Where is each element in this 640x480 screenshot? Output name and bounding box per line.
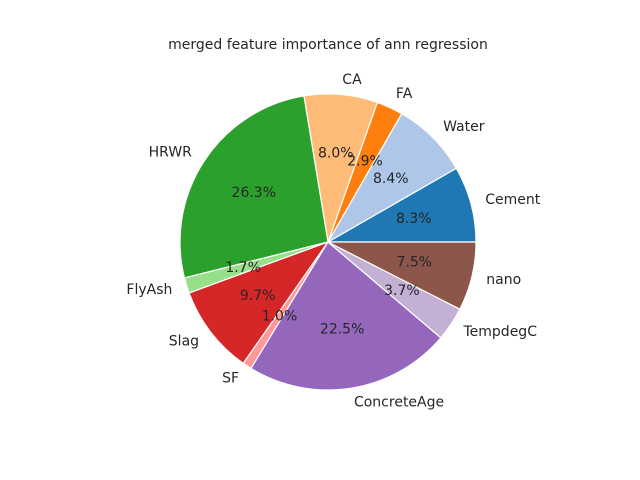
pct-ca: 8.0% (318, 146, 354, 162)
pct-fa: 2.9% (347, 153, 383, 169)
label-ca: CA (342, 72, 362, 88)
slice-slag (188, 240, 330, 365)
label-slag: Slag (169, 333, 199, 349)
chart-title: merged feature importance of ann regress… (168, 37, 488, 53)
slice-nano (327, 241, 477, 310)
slice-hrwr (179, 95, 329, 279)
label-cement: Cement (485, 192, 541, 208)
pct-water: 8.4% (373, 171, 409, 187)
pct-cement: 8.3% (396, 211, 432, 227)
label-hrwr: HRWR (149, 145, 193, 161)
pct-flyash: 1.7% (225, 260, 261, 276)
pie-slices (179, 93, 477, 391)
label-concreteage: ConcreteAge (354, 395, 444, 411)
slice-concreteage (250, 241, 442, 391)
label-sf: SF (222, 370, 239, 386)
pct-hrwr: 26.3% (232, 185, 276, 201)
pct-slag: 9.7% (240, 288, 276, 304)
pie-labels: Cement 8.3% Water 8.4% FA 2.9% CA 8.0% HRWR 26.3%… (126, 72, 540, 411)
label-water: Water (443, 119, 485, 135)
pct-nano: 7.5% (397, 255, 433, 271)
label-flyash: FlyAsh (126, 282, 172, 298)
pct-sf: 1.0% (262, 308, 298, 324)
pct-concreteage: 22.5% (320, 322, 364, 338)
label-nano: nano (486, 272, 521, 288)
pct-tempdegc: 3.7% (384, 283, 420, 299)
label-fa: FA (396, 86, 413, 102)
label-tempdegc: TempdegC (463, 324, 538, 340)
